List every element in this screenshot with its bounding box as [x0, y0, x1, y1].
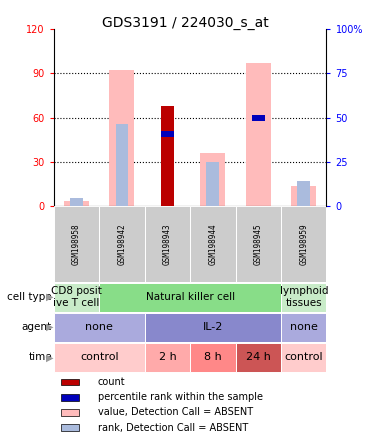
- Bar: [145, 343, 190, 372]
- Text: GSM198959: GSM198959: [299, 223, 308, 265]
- Text: none: none: [290, 322, 318, 332]
- Text: IL-2: IL-2: [203, 322, 223, 332]
- Bar: [54, 206, 99, 282]
- Bar: [298, 181, 310, 206]
- Bar: [61, 394, 79, 400]
- Bar: [236, 343, 281, 372]
- Bar: [54, 343, 145, 372]
- Text: time: time: [28, 353, 52, 362]
- Text: none: none: [85, 322, 113, 332]
- Text: GSM198958: GSM198958: [72, 223, 81, 265]
- Bar: [70, 198, 83, 206]
- Text: agent: agent: [22, 322, 52, 332]
- Bar: [145, 206, 190, 282]
- Bar: [281, 282, 326, 312]
- Text: 24 h: 24 h: [246, 353, 271, 362]
- Text: percentile rank within the sample: percentile rank within the sample: [98, 392, 263, 402]
- Bar: [145, 313, 281, 342]
- Bar: [190, 206, 236, 282]
- Bar: [281, 343, 326, 372]
- Bar: [61, 424, 79, 431]
- Text: control: control: [80, 353, 119, 362]
- Bar: [252, 115, 265, 121]
- Text: GSM198945: GSM198945: [254, 223, 263, 265]
- Bar: [54, 313, 145, 342]
- Bar: [116, 123, 128, 206]
- Bar: [246, 63, 271, 206]
- Text: ▶: ▶: [46, 353, 53, 362]
- Bar: [161, 131, 174, 137]
- Bar: [291, 186, 316, 206]
- Bar: [109, 70, 134, 206]
- Bar: [99, 206, 145, 282]
- Text: 8 h: 8 h: [204, 353, 222, 362]
- Bar: [99, 282, 281, 312]
- Bar: [61, 409, 79, 416]
- Text: ▶: ▶: [46, 292, 53, 302]
- Text: Natural killer cell: Natural killer cell: [145, 292, 235, 302]
- Text: value, Detection Call = ABSENT: value, Detection Call = ABSENT: [98, 408, 253, 417]
- Text: count: count: [98, 377, 125, 387]
- Bar: [190, 343, 236, 372]
- Bar: [200, 153, 225, 206]
- Bar: [207, 162, 219, 206]
- Text: GSM198942: GSM198942: [118, 223, 127, 265]
- Text: GSM198944: GSM198944: [209, 223, 217, 265]
- Bar: [54, 282, 99, 312]
- Text: CD8 posit
ive T cell: CD8 posit ive T cell: [51, 286, 102, 308]
- Bar: [236, 206, 281, 282]
- Bar: [281, 313, 326, 342]
- Text: rank, Detection Call = ABSENT: rank, Detection Call = ABSENT: [98, 423, 248, 432]
- Bar: [281, 206, 326, 282]
- Text: ▶: ▶: [46, 322, 53, 332]
- Bar: [64, 201, 89, 206]
- Text: 2 h: 2 h: [158, 353, 176, 362]
- Text: GSM198943: GSM198943: [163, 223, 172, 265]
- Bar: [161, 106, 174, 206]
- Text: GDS3191 / 224030_s_at: GDS3191 / 224030_s_at: [102, 16, 269, 30]
- Text: control: control: [285, 353, 323, 362]
- Text: lymphoid
tissues: lymphoid tissues: [279, 286, 328, 308]
- Text: cell type: cell type: [7, 292, 52, 302]
- Bar: [61, 379, 79, 385]
